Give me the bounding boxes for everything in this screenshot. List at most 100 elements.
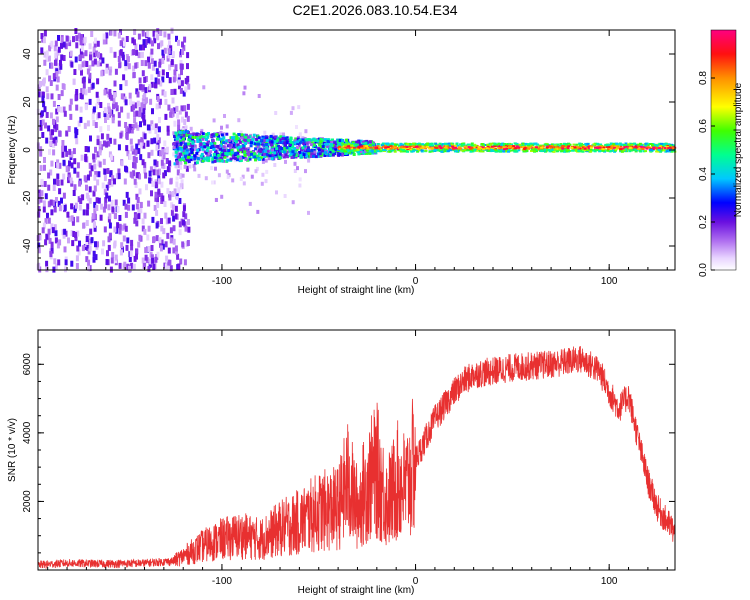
heatmap-cell [96, 241, 99, 248]
heatmap-cell [508, 146, 512, 149]
heatmap-cell [39, 165, 43, 172]
heatmap-cell [113, 240, 117, 247]
heatmap-cell [205, 151, 209, 155]
heatmap-cell [281, 140, 285, 144]
heatmap-cell [159, 30, 163, 36]
heatmap-cell [96, 113, 99, 120]
heatmap-cell [174, 245, 178, 252]
heatmap-cell [95, 91, 99, 98]
heatmap-cell [84, 50, 88, 57]
heatmap-cell [321, 149, 325, 153]
heatmap-cell [167, 44, 171, 51]
heatmap-cell [486, 145, 490, 148]
heatmap-cell [67, 216, 71, 222]
heatmap-cell [117, 168, 121, 175]
heatmap-cell [257, 136, 261, 140]
heatmap-cell [499, 150, 503, 153]
heatmap-cell [45, 56, 49, 62]
heatmap-cell [125, 166, 128, 173]
colorbar-label: Normalized spectral amplitude [733, 82, 744, 217]
heatmap-cell [436, 144, 440, 147]
heatmap-cell [103, 189, 107, 196]
heatmap-cell [241, 155, 245, 159]
heatmap-cell [622, 147, 626, 150]
colorbar-tick-label: 0.6 [698, 119, 709, 133]
heatmap-cell [70, 151, 74, 158]
heatmap-cell [270, 157, 274, 161]
heatmap-cell [93, 174, 97, 181]
heatmap-cell [252, 133, 256, 137]
heatmap-cell [382, 145, 386, 148]
heatmap-cell [197, 134, 201, 138]
heatmap-cell [295, 148, 299, 152]
heatmap-cell [316, 139, 320, 143]
heatmap-cell [60, 42, 63, 49]
heatmap-cell [104, 38, 108, 45]
heatmap-cell [219, 144, 223, 148]
heatmap-cell [148, 258, 152, 265]
heatmap-cell [163, 170, 167, 177]
heatmap-cell [415, 145, 419, 148]
heatmap-cell [155, 235, 159, 242]
heatmap-cell [88, 43, 92, 50]
heatmap-cell [419, 143, 423, 146]
heatmap-cell [269, 136, 273, 140]
heatmap-cell [601, 148, 605, 151]
heatmap-cell [168, 160, 171, 167]
heatmap-cell [328, 154, 332, 157]
heatmap-cell [54, 52, 58, 59]
heatmap-cell [183, 105, 187, 112]
heatmap-cell [275, 190, 278, 195]
heatmap-cell [150, 58, 154, 65]
heatmap-cell [135, 220, 139, 227]
heatmap-cell [81, 61, 85, 68]
heatmap-cell [226, 152, 230, 156]
heatmap-cell [57, 63, 61, 70]
heatmap-cell [663, 143, 667, 145]
heatmap-cell [523, 146, 527, 149]
heatmap-cell [160, 225, 164, 232]
heatmap-cell [68, 148, 72, 155]
heatmap-cell [179, 183, 183, 188]
heatmap-cell [397, 149, 401, 152]
heatmap-cell [441, 148, 445, 151]
heatmap-cell [61, 83, 65, 90]
heatmap-cell [649, 143, 653, 145]
heatmap-cell [181, 241, 185, 248]
heatmap-cell [95, 50, 98, 57]
heatmap-cell [217, 173, 221, 178]
heatmap-cell [72, 190, 76, 196]
heatmap-cell [205, 149, 209, 152]
heatmap-cell [143, 93, 147, 99]
heatmap-cell [69, 50, 73, 57]
heatmap-cell [214, 198, 218, 202]
x-tick-label: 100 [601, 576, 618, 587]
heatmap-cell [149, 52, 153, 59]
heatmap-cell [80, 88, 84, 95]
heatmap-cell [269, 152, 273, 155]
heatmap-cell [142, 39, 146, 46]
heatmap-cell [293, 169, 297, 173]
heatmap-cell [173, 88, 177, 95]
heatmap-cell [92, 190, 96, 197]
heatmap-cell [386, 146, 390, 149]
heatmap-cell [174, 213, 178, 220]
heatmap-cell [56, 173, 60, 180]
heatmap-cell [103, 226, 107, 233]
colorbar-gradient [710, 29, 737, 271]
heatmap-cell [581, 146, 585, 149]
heatmap-cell [178, 158, 182, 162]
heatmap-cell [118, 62, 122, 69]
heatmap-cell [173, 69, 177, 76]
heatmap-cell [185, 165, 189, 172]
heatmap-cell [241, 174, 245, 179]
heatmap-cell [65, 35, 69, 42]
heatmap-cell [244, 135, 248, 139]
heatmap-cell [370, 150, 374, 153]
heatmap-cell [469, 150, 473, 153]
heatmap-cell [78, 64, 82, 71]
heatmap-cell [212, 153, 216, 156]
heatmap-cell [77, 249, 81, 256]
heatmap-cell [470, 142, 474, 145]
heatmap-cell [576, 146, 580, 149]
